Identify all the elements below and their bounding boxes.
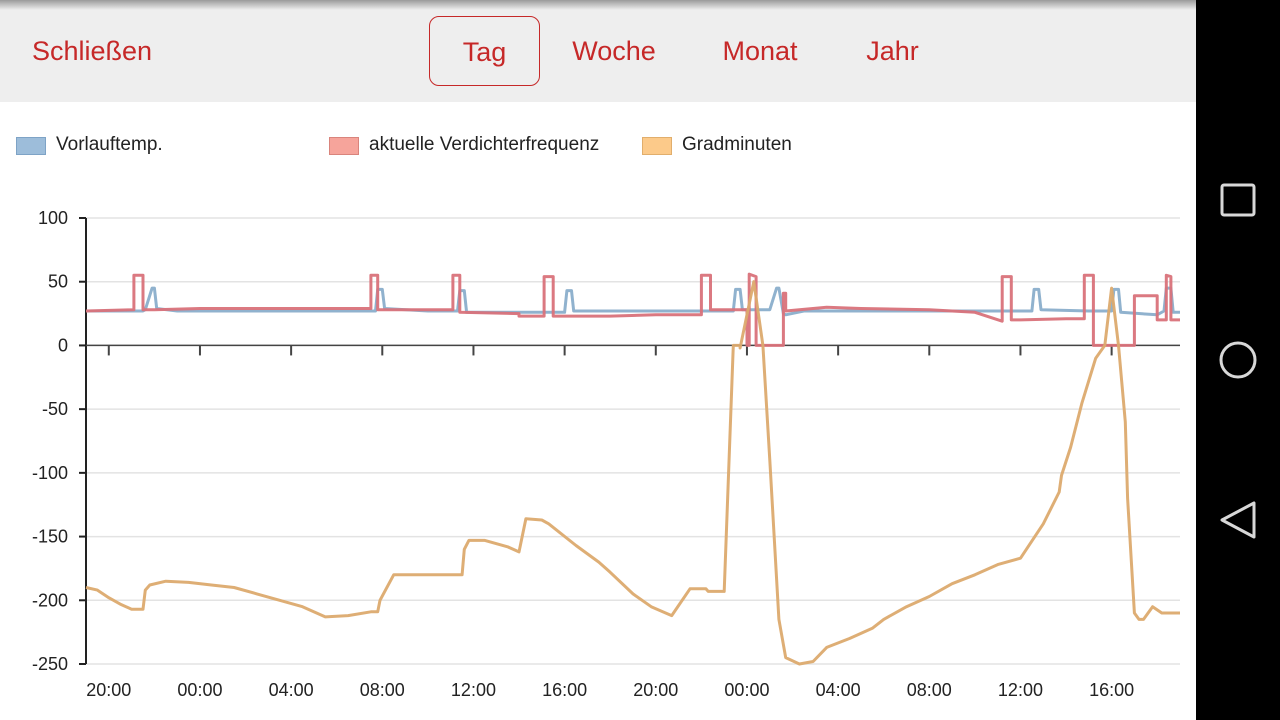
x-tick-label: 00:00 xyxy=(724,680,769,700)
top-toolbar: Schließen Tag Woche Monat Jahr xyxy=(0,0,1196,102)
back-icon xyxy=(1220,501,1256,539)
x-tick-label: 20:00 xyxy=(633,680,678,700)
close-button[interactable]: Schließen xyxy=(32,36,153,66)
tab-woche[interactable]: Woche xyxy=(572,36,656,66)
recent-apps-button[interactable] xyxy=(1196,155,1280,245)
y-tick-label: 0 xyxy=(58,335,68,355)
recent-apps-icon xyxy=(1220,183,1256,217)
x-tick-label: 12:00 xyxy=(998,680,1043,700)
y-tick-label: -200 xyxy=(32,590,68,610)
legend-swatch-verdichterfrequenz xyxy=(329,137,359,155)
y-tick-label: 50 xyxy=(48,272,68,292)
back-button[interactable] xyxy=(1196,475,1280,565)
toolbar-shadow xyxy=(0,0,1196,10)
android-navigation-bar xyxy=(1196,0,1280,720)
line-chart[interactable]: 100 50 0 -50 -100 -150 -200 -250 20:00 00:00 04:00… xyxy=(0,0,1196,720)
legend-label-vorlauftemp: Vorlauftemp. xyxy=(56,134,163,155)
y-tick-label: -100 xyxy=(32,463,68,483)
tab-tag[interactable]: Tag xyxy=(429,16,540,86)
tab-jahr[interactable]: Jahr xyxy=(866,36,919,66)
y-tick-label: -250 xyxy=(32,654,68,674)
legend-label-verdichterfrequenz: aktuelle Verdichterfrequenz xyxy=(369,134,600,155)
x-tick-label: 04:00 xyxy=(816,680,861,700)
home-icon xyxy=(1219,341,1257,379)
x-tick-label: 20:00 xyxy=(86,680,131,700)
legend-swatch-gradminuten xyxy=(642,137,672,155)
x-tick-label: 08:00 xyxy=(907,680,952,700)
x-tick-label: 00:00 xyxy=(177,680,222,700)
series-line-vorlauftemp xyxy=(86,286,1180,317)
x-tick-label: 04:00 xyxy=(269,680,314,700)
app-window: Schließen Tag Woche Monat Jahr Vorlaufte… xyxy=(0,0,1196,720)
y-tick-label: -50 xyxy=(42,399,68,419)
legend-item-verdichterfrequenz[interactable]: aktuelle Verdichterfrequenz xyxy=(329,132,629,160)
x-tick-label: 16:00 xyxy=(1089,680,1134,700)
y-tick-label: 100 xyxy=(38,208,68,228)
legend-item-vorlauftemp[interactable]: Vorlauftemp. xyxy=(16,132,266,160)
x-tick-label: 08:00 xyxy=(360,680,405,700)
home-button[interactable] xyxy=(1196,315,1280,405)
legend-swatch-vorlauftemp xyxy=(16,137,46,155)
x-tick-label: 16:00 xyxy=(542,680,587,700)
legend-label-gradminuten: Gradminuten xyxy=(682,134,792,155)
tab-monat[interactable]: Monat xyxy=(722,36,798,66)
x-tick-label: 12:00 xyxy=(451,680,496,700)
legend-item-gradminuten[interactable]: Gradminuten xyxy=(642,132,842,160)
series-line-gradminuten xyxy=(85,280,1180,666)
y-tick-label: -150 xyxy=(32,527,68,547)
